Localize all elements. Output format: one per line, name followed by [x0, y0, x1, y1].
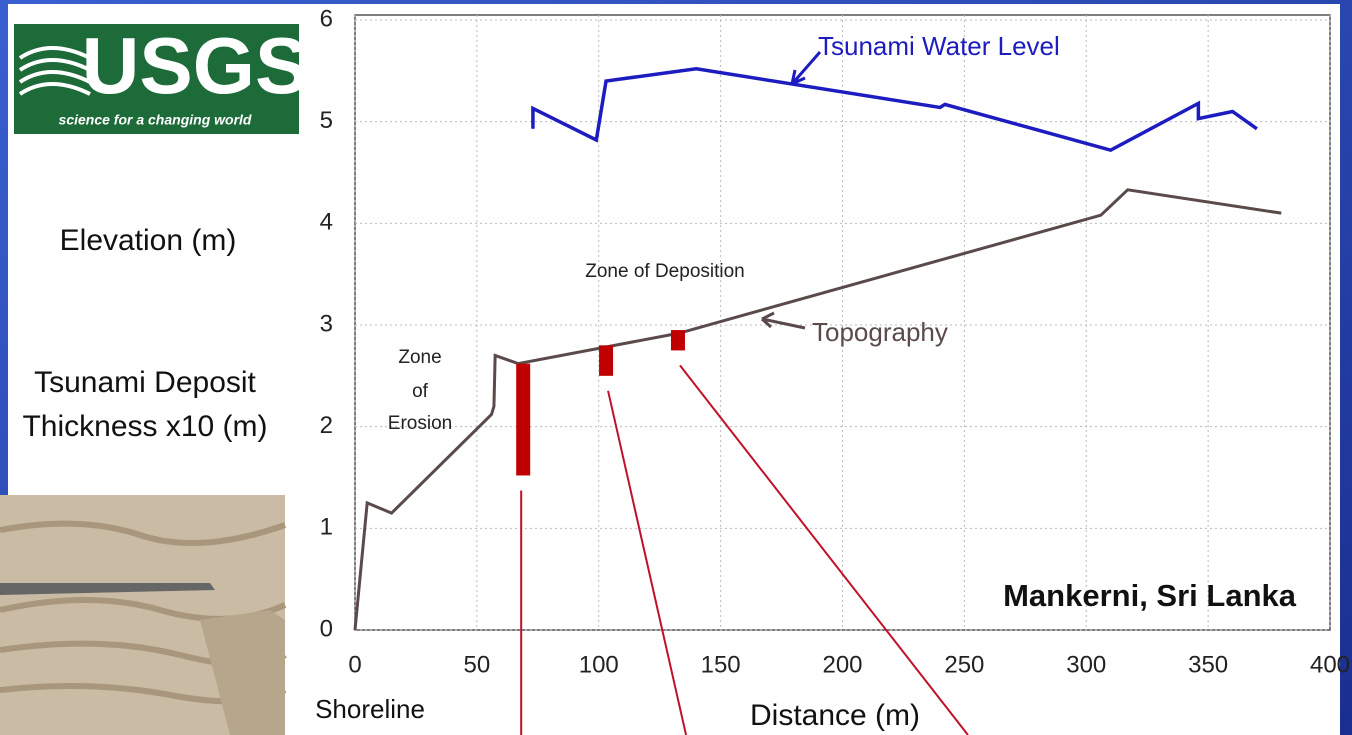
x-tick-label: 400 — [1310, 651, 1350, 678]
x-tick-label: 350 — [1188, 651, 1228, 678]
y-axis-label: Elevation (m) — [60, 224, 237, 257]
y-tick-label: 2 — [320, 412, 333, 439]
logo: USGS science for a changing world — [14, 21, 308, 134]
y-tick-label: 1 — [320, 514, 333, 541]
location: Mankerni, Sri Lanka — [1003, 578, 1297, 613]
zone-label: of — [412, 381, 429, 402]
y-axis-label: Thickness x10 (m) — [22, 410, 267, 443]
shoreline-label: Shoreline — [315, 694, 425, 724]
x-tick-label: 200 — [822, 651, 862, 678]
zone-label: Erosion — [388, 413, 452, 434]
slide: USGS science for a changing world 0 1 2 3 4 5… — [0, 0, 1352, 735]
y-tick-label: 3 — [320, 310, 333, 337]
y-tick-label: 5 — [320, 107, 333, 134]
x-tick-label: 0 — [348, 651, 361, 678]
y-tick-label: 0 — [320, 615, 333, 642]
series-label: Topography — [812, 317, 948, 347]
series-label: Tsunami Water Level — [818, 31, 1060, 61]
y-tick-label: 4 — [320, 209, 333, 236]
x-tick-label: 100 — [579, 651, 619, 678]
zone-label: Zone of Deposition — [585, 261, 745, 282]
deposit-bar — [516, 364, 530, 476]
deposit-bar — [599, 345, 613, 376]
x-tick-label: 300 — [1066, 651, 1106, 678]
logo-title: USGS — [82, 21, 309, 110]
y-tick-label: 6 — [320, 5, 333, 32]
logo-tagline: science for a changing world — [59, 112, 252, 128]
x-tick-label: 250 — [944, 651, 984, 678]
y-axis-label: Tsunami Deposit — [34, 366, 256, 399]
zone-label: Zone — [398, 347, 441, 368]
photo — [0, 495, 285, 735]
x-axis-label: Distance (m) — [750, 699, 920, 732]
deposit-bar — [671, 330, 685, 350]
x-tick-label: 50 — [464, 651, 491, 678]
x-tick-label: 150 — [701, 651, 741, 678]
